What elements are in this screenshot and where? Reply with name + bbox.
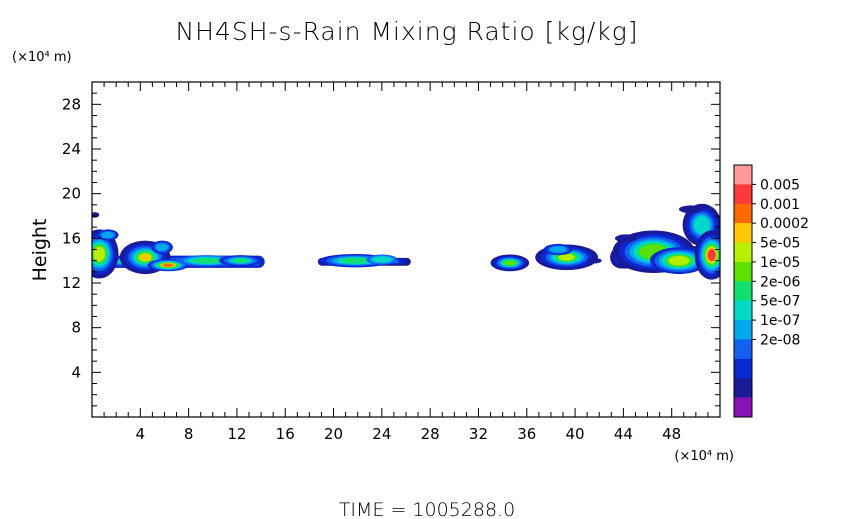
data-field-layer <box>92 203 720 280</box>
colorbar-label: 0.005 <box>760 177 800 193</box>
field-contour <box>155 243 169 252</box>
colorbar-swatch <box>734 397 752 418</box>
chart-title: NH4SH-s-Rain Mixing Ratio [kg/kg] <box>175 17 638 46</box>
field-contour <box>678 205 704 214</box>
field-contour <box>101 231 114 239</box>
field-contour <box>192 258 222 264</box>
colorbar-label: 1e-07 <box>760 313 800 329</box>
x-tick-label: 28 <box>421 425 440 443</box>
field-contour <box>503 260 516 266</box>
colorbar-swatch <box>734 261 752 282</box>
field-contour <box>340 257 371 264</box>
y-tick-label: 24 <box>62 140 81 158</box>
colorbar-swatch <box>734 203 752 224</box>
y-tick-label: 4 <box>71 363 81 381</box>
time-footer: TIME = 1005288.0 <box>339 499 515 519</box>
field-contour <box>707 249 716 261</box>
y-axis-label: Height <box>29 219 51 282</box>
colorbar: 0.005 0.001 0.0002 5e-05 1e-05 2e-06 5e-07 1e-0… <box>733 164 809 418</box>
x-tick-label: 4 <box>136 425 146 443</box>
field-contour <box>162 263 174 267</box>
colorbar-label: 5e-05 <box>760 236 800 252</box>
y-tick-label: 16 <box>62 229 81 247</box>
colorbar-frame <box>733 164 753 418</box>
colorbar-label: 5e-07 <box>760 294 800 310</box>
colorbar-swatch <box>734 165 752 185</box>
y-tick-label: 20 <box>62 185 81 203</box>
colorbar-swatch <box>734 378 752 398</box>
y-tick-label: 8 <box>71 319 81 337</box>
x-tick-label: 48 <box>662 425 681 443</box>
field-contour <box>558 254 575 261</box>
colorbar-label: 0.001 <box>760 197 800 213</box>
field-contour <box>550 246 567 253</box>
field-contour <box>139 253 151 261</box>
y-tick-label: 28 <box>62 95 81 113</box>
x-tick-label: 16 <box>276 425 295 443</box>
field-contour <box>93 246 105 262</box>
field-contour <box>693 216 710 234</box>
colorbar-swatch <box>734 242 752 263</box>
x-tick-label: 20 <box>324 425 343 443</box>
colorbar-swatch <box>734 184 752 205</box>
colorbar-label: 1e-05 <box>760 255 800 271</box>
colorbar-swatch <box>734 339 752 360</box>
y-axis-unit: (×10⁴ m) <box>12 50 72 65</box>
field-contour <box>668 255 690 266</box>
x-tick-label: 44 <box>614 425 633 443</box>
x-axis-unit: (×10⁴ m) <box>674 449 734 464</box>
y-tick-label: 12 <box>62 274 81 292</box>
colorbar-swatch <box>734 300 752 321</box>
x-tick-label: 40 <box>566 425 585 443</box>
field-contour <box>614 234 637 243</box>
colorbar-swatch <box>734 223 752 243</box>
colorbar-label: 2e-06 <box>760 274 800 290</box>
x-tick-label: 24 <box>372 425 391 443</box>
colorbar-label: 0.0002 <box>760 216 809 232</box>
x-tick-label: 12 <box>227 425 246 443</box>
x-tick-label: 8 <box>184 425 194 443</box>
x-tick-label: 36 <box>517 425 536 443</box>
colorbar-swatch <box>734 320 752 340</box>
field-contour <box>372 256 392 263</box>
colorbar-swatch <box>734 358 752 379</box>
field-contour <box>587 257 602 264</box>
field-group <box>92 203 720 280</box>
colorbar-swatch <box>734 281 752 301</box>
field-contour <box>232 258 249 263</box>
x-tick-label: 32 <box>469 425 488 443</box>
colorbar-label: 2e-08 <box>760 332 800 348</box>
